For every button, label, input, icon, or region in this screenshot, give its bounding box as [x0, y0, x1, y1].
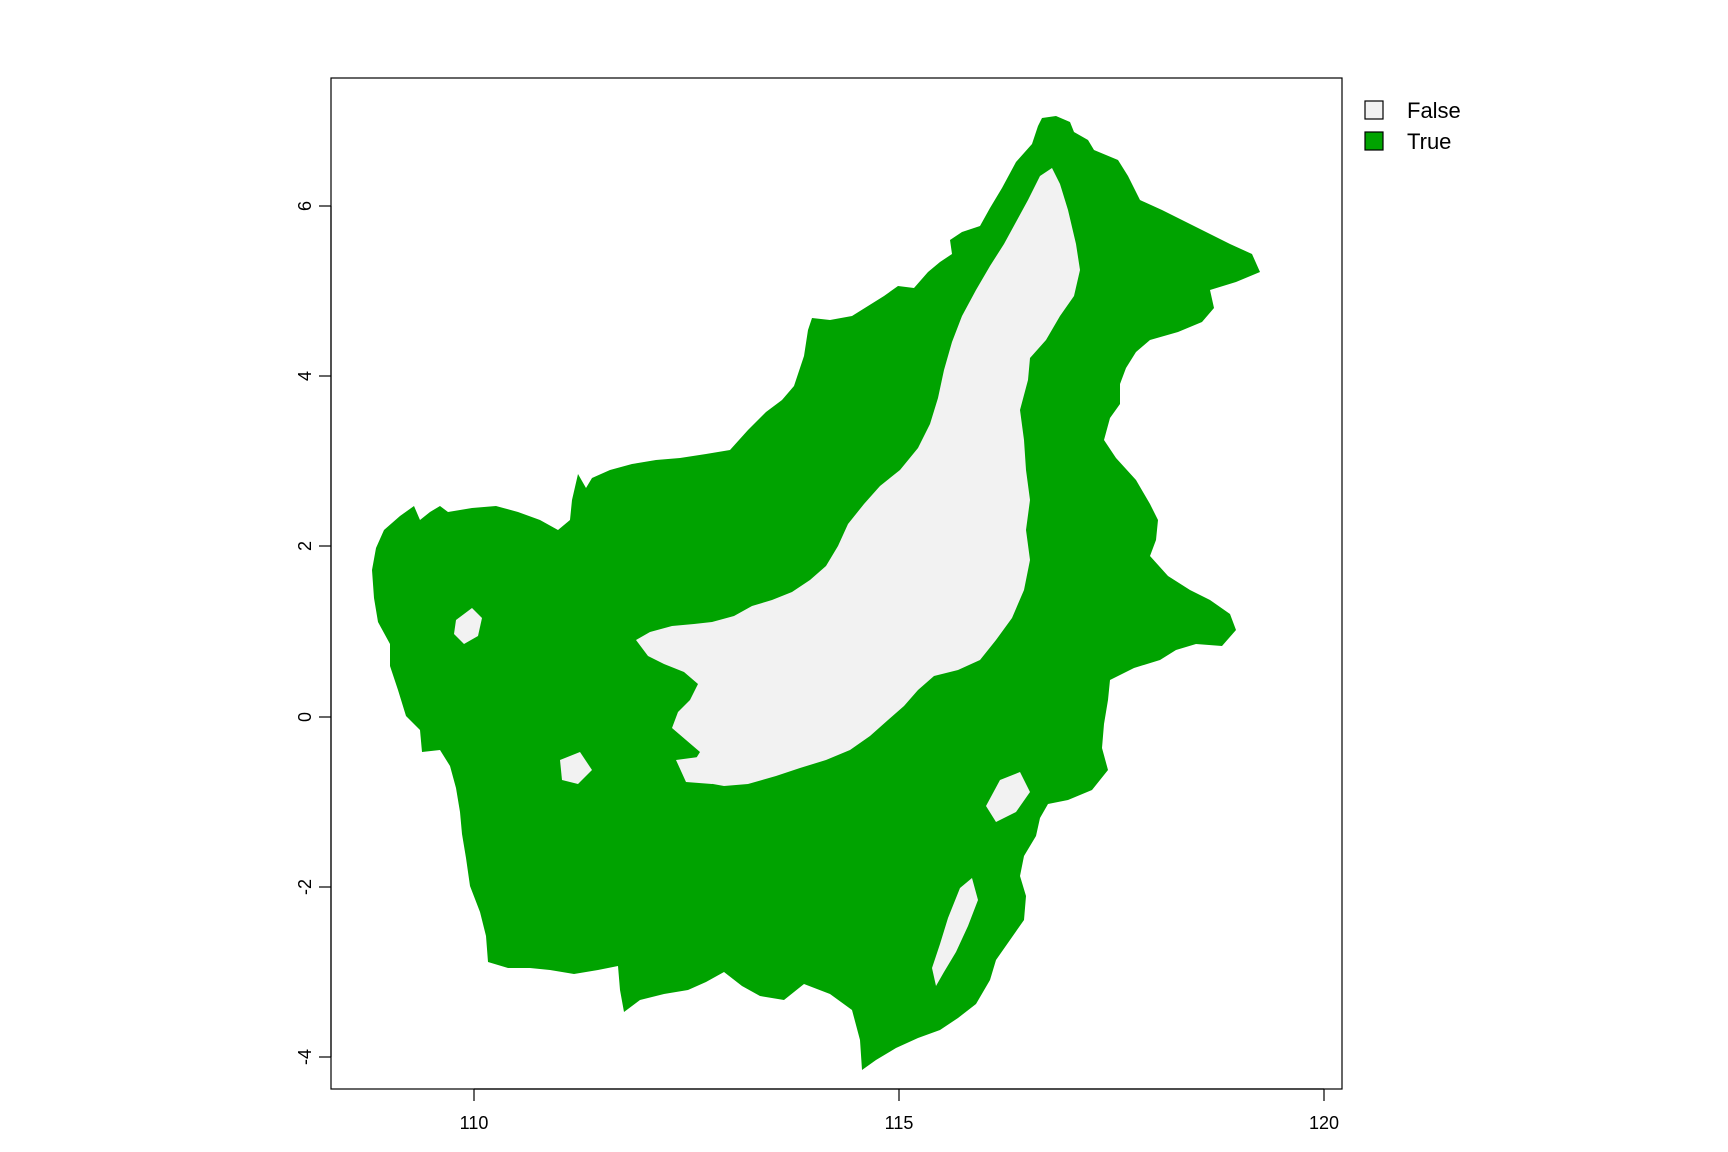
y-tick-label-2: 2	[295, 541, 315, 551]
legend-swatch-false	[1364, 100, 1384, 120]
x-tick-label-110: 110	[460, 1113, 489, 1133]
x-tick-label-120: 120	[1309, 1113, 1339, 1133]
legend-swatch-true	[1364, 131, 1384, 151]
legend-label-true: True	[1407, 129, 1451, 154]
y-tick-label--4: -4	[295, 1049, 315, 1065]
false-patch-east	[986, 772, 1030, 822]
false-patch-centre-south	[560, 752, 592, 784]
legend: False True	[1364, 98, 1461, 154]
legend-label-false: False	[1407, 98, 1461, 123]
false-patch-west	[454, 608, 482, 644]
y-tick-label-0: 0	[295, 712, 315, 722]
y-tick-label-6: 6	[295, 201, 315, 211]
y-tick-label--2: -2	[295, 879, 315, 895]
false-nonforest-area	[636, 168, 1080, 786]
y-tick-label-4: 4	[295, 371, 315, 381]
false-patch-centre	[676, 756, 730, 784]
x-tick-label-115: 115	[885, 1113, 914, 1133]
false-patch-south-east	[932, 878, 978, 986]
x-axis: 110 115 120	[460, 1088, 1339, 1133]
y-axis: -4 -2 0 2 4 6	[295, 201, 332, 1065]
